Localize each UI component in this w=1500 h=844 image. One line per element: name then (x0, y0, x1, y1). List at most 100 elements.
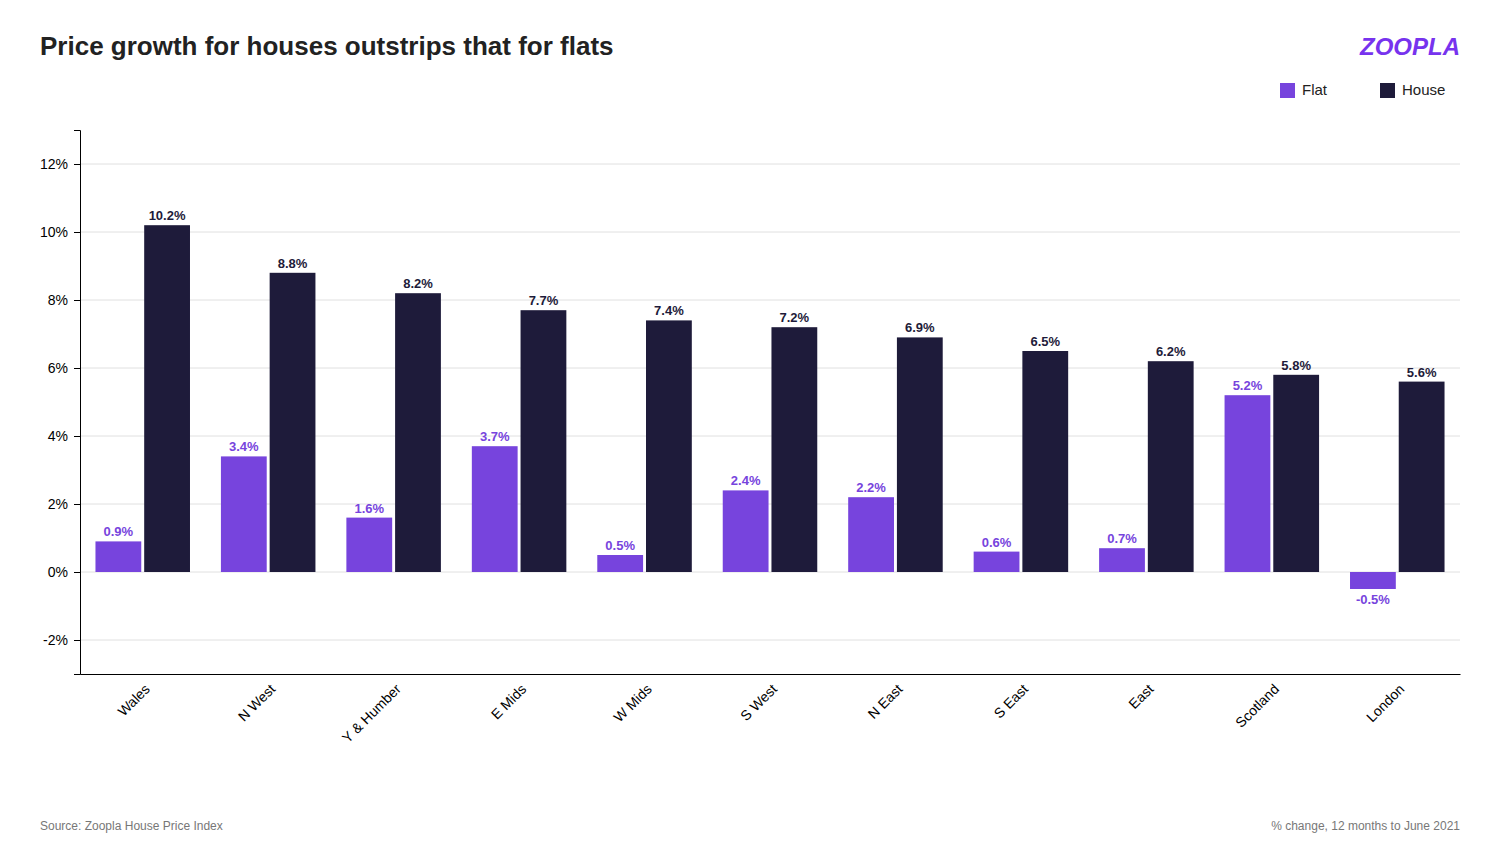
x-tick: E Mids (488, 681, 530, 723)
bar (1273, 375, 1319, 572)
y-tick: 10% (40, 224, 80, 240)
y-tick: 4% (48, 428, 80, 444)
y-tick: -2% (43, 632, 80, 648)
legend-swatch (1280, 83, 1295, 98)
y-tick-mark (74, 640, 80, 641)
data-label: 8.2% (403, 276, 433, 291)
x-tick: W Mids (610, 681, 654, 725)
bar (1399, 382, 1445, 572)
x-tick: East (1125, 681, 1156, 712)
y-tick-label: 10% (40, 224, 68, 240)
bars (95, 225, 1444, 589)
chart-title: Price growth for houses outstrips that f… (40, 31, 614, 61)
x-tick-label: W Mids (610, 681, 654, 725)
bar (144, 225, 190, 572)
y-tick: 0% (48, 564, 80, 580)
data-label: 0.9% (104, 524, 134, 539)
grid-line (80, 232, 1460, 233)
x-tick-label: Wales (114, 681, 152, 719)
x-tick: Scotland (1232, 681, 1282, 731)
data-label: 3.4% (229, 439, 259, 454)
x-tick-label: N East (865, 681, 906, 722)
y-tick-mark (74, 572, 80, 573)
x-tick-label: Scotland (1232, 681, 1282, 731)
legend: Flat House (1280, 81, 1445, 98)
annotation: % change, 12 months to June 2021 (1271, 819, 1460, 833)
data-label: -0.5% (1356, 592, 1390, 607)
legend-item: House (1380, 81, 1445, 98)
y-tick: 6% (48, 360, 80, 376)
data-label: 0.6% (982, 535, 1012, 550)
legend-swatch (1380, 83, 1395, 98)
data-label: 1.6% (354, 501, 384, 516)
y-tick: 8% (48, 292, 80, 308)
bar (346, 518, 392, 572)
x-tick-label: Y & Humber (339, 681, 404, 746)
data-label: 2.2% (856, 480, 886, 495)
bar (521, 310, 567, 572)
bar (221, 456, 267, 572)
legend-label: House (1402, 81, 1445, 98)
data-label: 6.9% (905, 320, 935, 335)
x-tick: N East (865, 681, 906, 722)
y-tick-mark (74, 164, 80, 165)
x-axis-line (81, 674, 1461, 675)
bar-series (144, 225, 1444, 572)
data-label: 8.8% (278, 256, 308, 271)
y-tick-mark (74, 436, 80, 437)
data-label: 0.7% (1107, 531, 1137, 546)
x-tick-label: East (1125, 681, 1156, 712)
bar (1148, 361, 1194, 572)
y-tick-mark (74, 300, 80, 301)
bar (771, 327, 817, 572)
data-label: 7.4% (654, 303, 684, 318)
bar (1225, 395, 1271, 572)
grid (80, 164, 1460, 640)
bar (1350, 572, 1396, 589)
data-label: 3.7% (480, 429, 510, 444)
bar (723, 490, 769, 572)
data-label: 7.2% (780, 310, 810, 325)
legend-item: Flat (1280, 81, 1328, 98)
x-tick: Y & Humber (339, 681, 404, 746)
y-tick: 2% (48, 496, 80, 512)
y-tick: 12% (40, 156, 80, 172)
x-tick-label: S West (737, 681, 780, 724)
bar (897, 337, 943, 572)
data-label: 2.4% (731, 473, 761, 488)
bar (848, 497, 894, 572)
data-label: 0.5% (605, 538, 635, 553)
data-label: 6.5% (1030, 334, 1060, 349)
legend-label: Flat (1302, 81, 1328, 98)
x-tick: S East (991, 681, 1032, 722)
y-tick-mark (74, 504, 80, 505)
annotation: ZOOPLA (1359, 33, 1460, 60)
y-tick-label: 0% (48, 564, 68, 580)
y-tick-label: 2% (48, 496, 68, 512)
x-tick: S West (737, 681, 780, 724)
y-tick-label: 6% (48, 360, 68, 376)
x-tick-label: E Mids (488, 681, 530, 723)
data-label: 5.2% (1233, 378, 1263, 393)
y-tick-mark (74, 232, 80, 233)
y-tick-label: 8% (48, 292, 68, 308)
grid-line (80, 640, 1460, 641)
bar (270, 273, 316, 572)
bar (1099, 548, 1145, 572)
data-label: 7.7% (529, 293, 559, 308)
y-tick-label: 4% (48, 428, 68, 444)
chart-svg: -2%0%2%4%6%8%10%12%WalesN WestY & Humber… (0, 0, 1500, 844)
x-tick: Wales (114, 681, 152, 719)
bar (395, 293, 441, 572)
x-axis: WalesN WestY & HumberE MidsW MidsS WestN… (81, 675, 1461, 746)
data-label: 10.2% (149, 208, 186, 223)
data-label: 6.2% (1156, 344, 1186, 359)
y-axis-line (74, 131, 81, 675)
bar (646, 320, 692, 572)
y-tick-label: 12% (40, 156, 68, 172)
bar (974, 552, 1020, 572)
grid-line (80, 164, 1460, 165)
y-tick-label: -2% (43, 632, 68, 648)
annotation: Source: Zoopla House Price Index (40, 819, 223, 833)
bar (472, 446, 518, 572)
